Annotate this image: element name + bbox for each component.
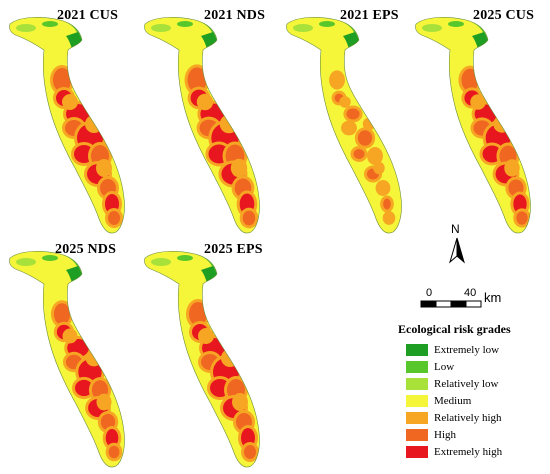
legend-item: Relatively low [406, 377, 498, 391]
scale-start-label: 0 [426, 287, 433, 299]
risk-map [286, 17, 402, 234]
legend-label: Low [434, 361, 455, 373]
north-arrow [442, 222, 472, 268]
map-panel-2025-cus [410, 6, 540, 238]
panel-title-2025-eps: 2025 EPS [204, 242, 263, 257]
legend-item: High [406, 428, 456, 442]
north-arrow-icon [449, 237, 465, 264]
scale-unit-label: km [484, 290, 502, 305]
legend-swatch [406, 429, 428, 441]
scale-end-label: 40 [464, 287, 477, 299]
legend-title: Ecological risk grades [398, 322, 511, 336]
legend-item: Low [406, 360, 454, 374]
panel-title-2021-cus: 2021 CUS [57, 8, 119, 23]
legend-label: Relatively high [434, 412, 502, 424]
legend-swatch [406, 361, 428, 373]
legend-swatch [406, 446, 428, 458]
legend-label: Extremely high [434, 446, 503, 458]
legend-label: Medium [434, 395, 472, 407]
legend-item: Extremely low [406, 343, 499, 357]
legend-swatch [406, 344, 428, 356]
north-label: N [451, 222, 460, 236]
legend-label: Relatively low [434, 378, 499, 390]
panel-title-2025-cus: 2025 CUS [473, 8, 535, 23]
risk-map [144, 17, 260, 234]
panel-title-2025-nds: 2025 NDS [55, 242, 117, 257]
legend-item: Extremely high [406, 445, 502, 459]
risk-map [9, 17, 125, 234]
risk-map [415, 17, 531, 234]
legend-item: Medium [406, 394, 471, 408]
legend-label: High [434, 429, 456, 441]
map-panel-2025-eps [139, 240, 269, 472]
legend-swatch [406, 378, 428, 390]
map-panel-2025-nds [4, 240, 134, 472]
scale-bar: 0 40 km [420, 287, 530, 317]
legend-item: Relatively high [406, 411, 502, 425]
risk-map [9, 251, 125, 468]
scale-bar-graphic [420, 300, 482, 308]
legend-label: Extremely low [434, 344, 500, 356]
map-panel-2021-nds [139, 6, 269, 238]
map-panel-2021-cus [4, 6, 134, 238]
legend-swatch [406, 395, 428, 407]
map-panel-2021-eps [281, 6, 411, 238]
legend-swatch [406, 412, 428, 424]
risk-map [144, 251, 260, 468]
panel-title-2021-eps: 2021 EPS [340, 8, 399, 23]
panel-title-2021-nds: 2021 NDS [204, 8, 266, 23]
